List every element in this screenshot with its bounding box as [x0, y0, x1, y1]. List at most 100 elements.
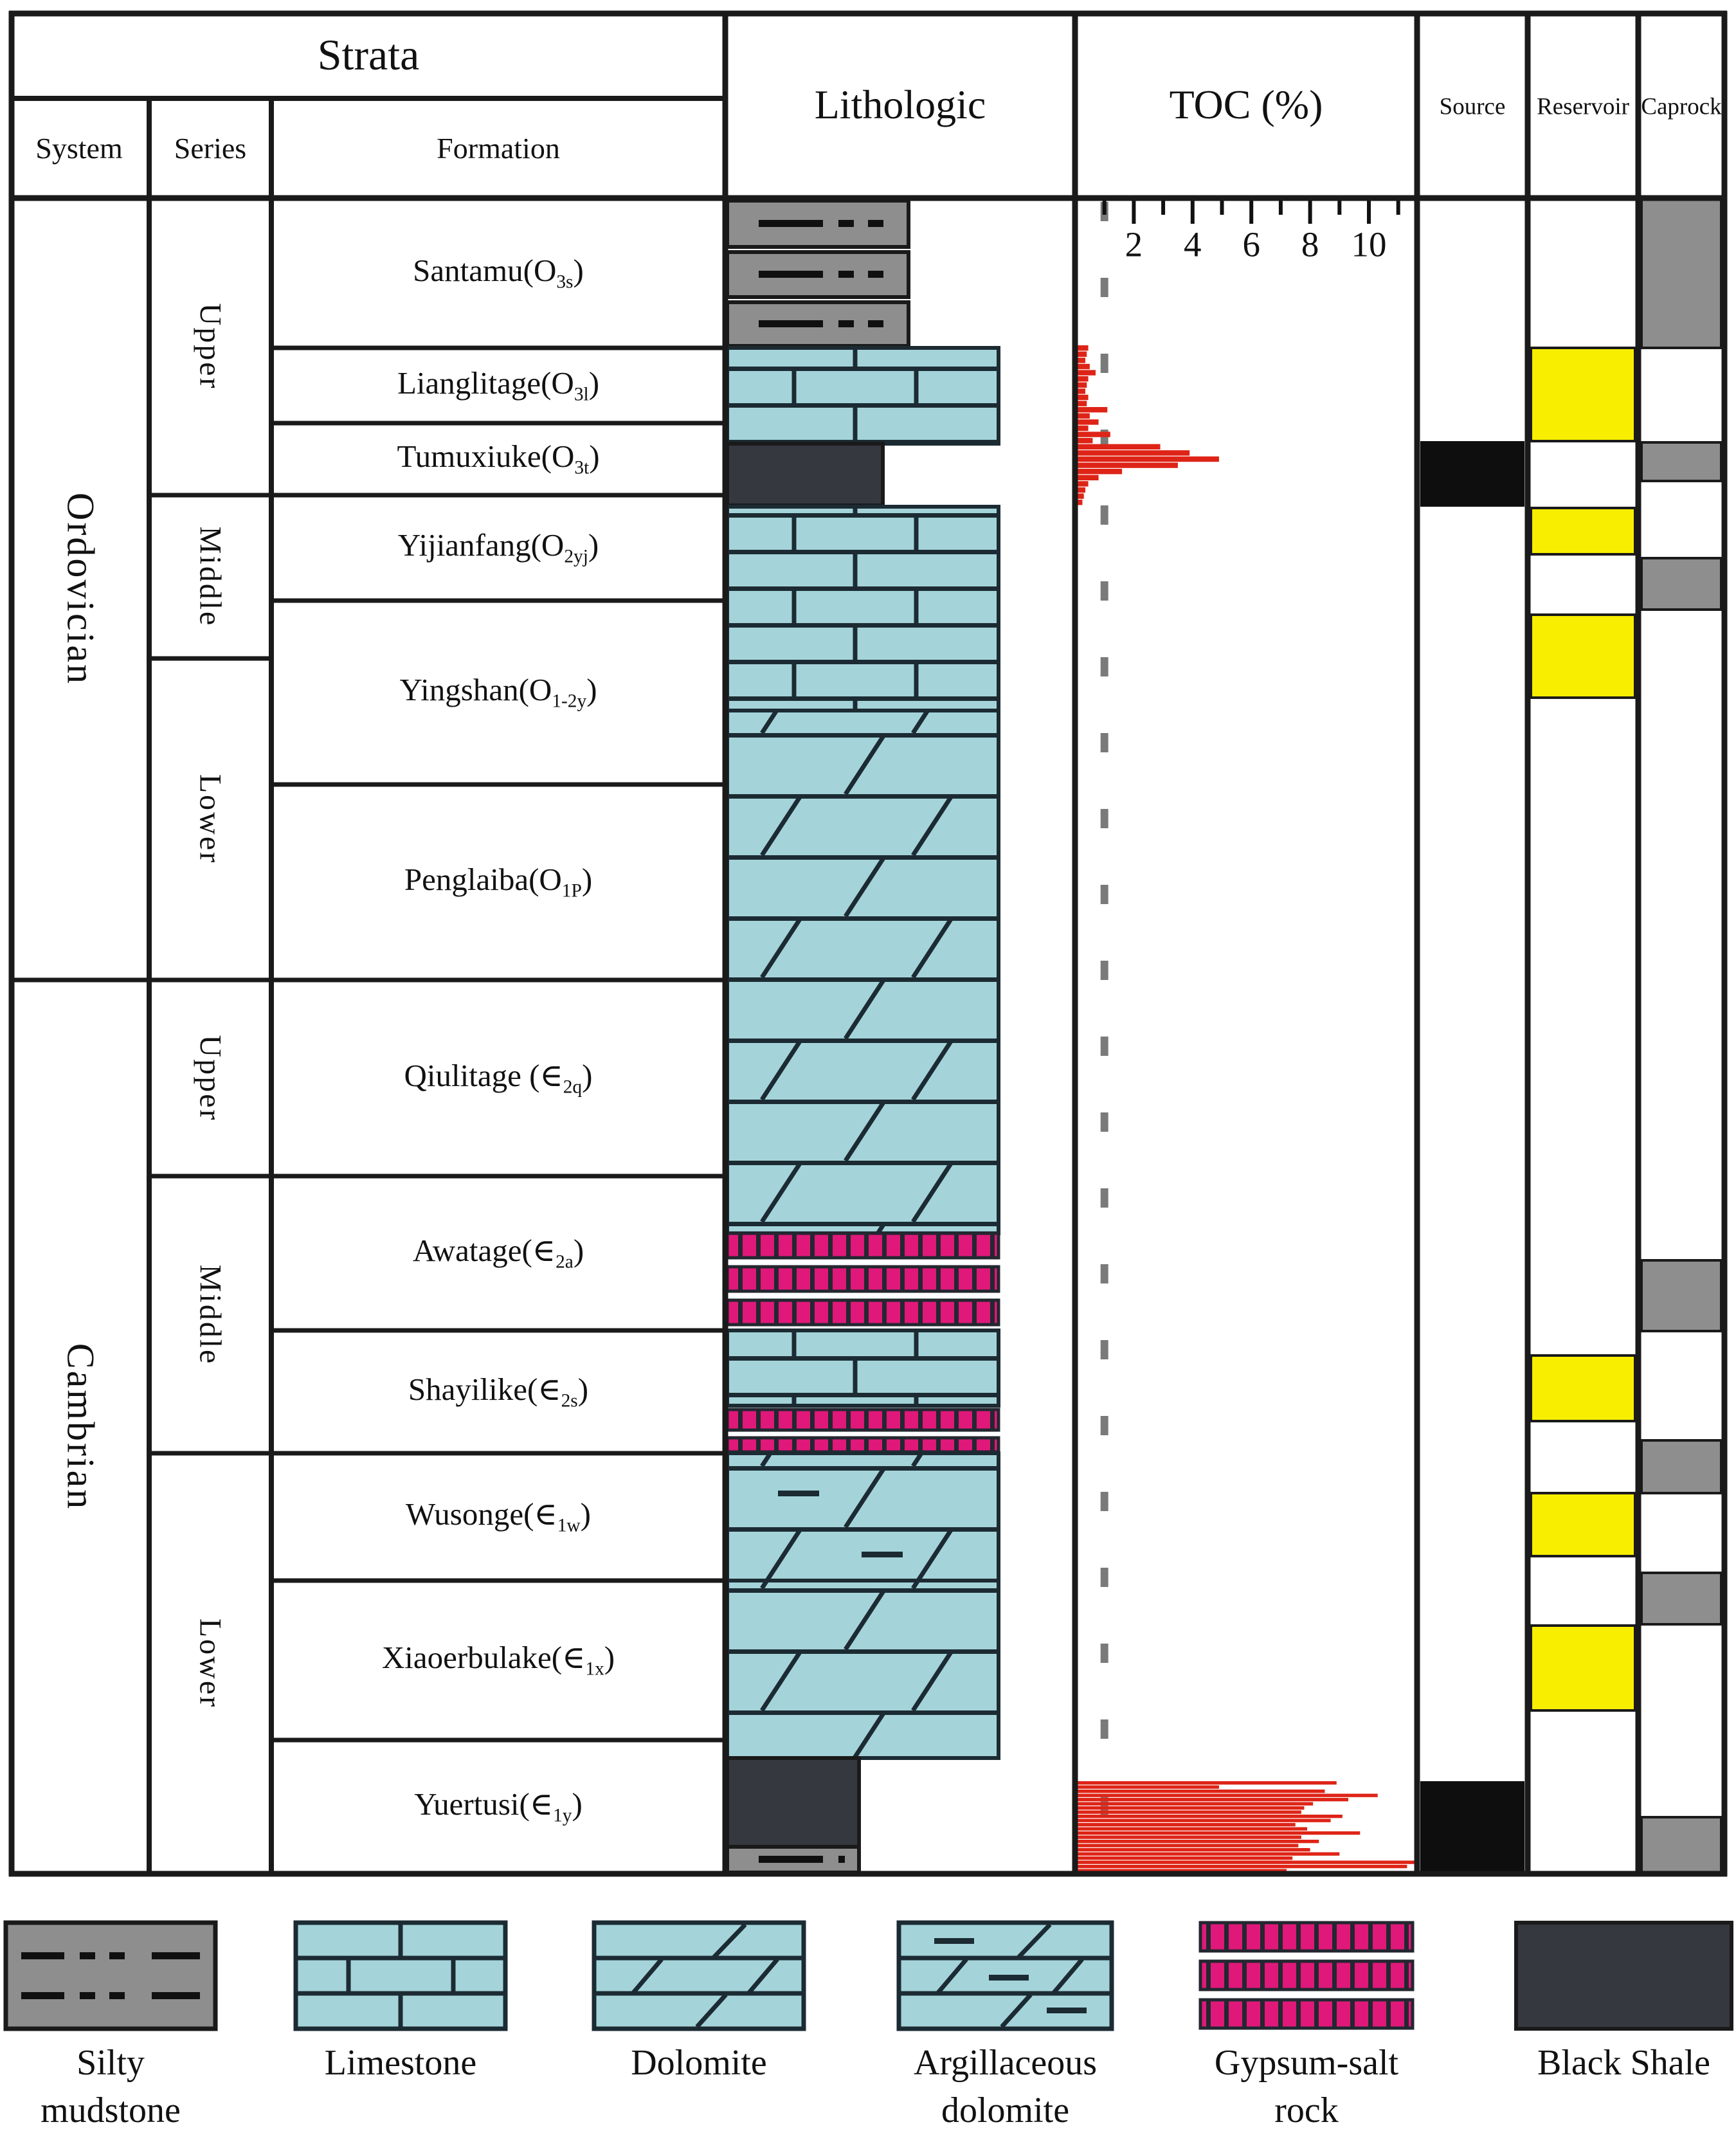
toc-bar	[1078, 363, 1090, 370]
toc-bar	[1078, 438, 1093, 444]
toc-bar	[1078, 419, 1099, 425]
source-interval-block	[1420, 1781, 1524, 1874]
toc-bar	[1078, 500, 1083, 505]
toc-bar	[1078, 401, 1087, 406]
formation-label: Yijianfang(O2yj)	[397, 527, 599, 567]
header-system: System	[35, 132, 123, 165]
formation-label: Penglaiba(O1P)	[404, 861, 593, 902]
caprock-interval-block	[1640, 198, 1722, 349]
formation-label: Yingshan(O1-2y)	[399, 671, 597, 712]
toc-bar	[1078, 351, 1087, 357]
lithology-limestone	[725, 346, 1000, 446]
legend-line	[695, 1993, 728, 2029]
toc-bar	[1078, 1860, 1416, 1864]
legend-line	[936, 1957, 968, 1995]
source-interval-block	[1420, 441, 1524, 507]
toc-bar	[1078, 1848, 1310, 1852]
legend-line	[1016, 1923, 1052, 1960]
formation-label: Yuertusi(∈1y)	[414, 1786, 583, 1826]
toc-bar	[1078, 475, 1099, 480]
toc-bar	[1078, 1827, 1308, 1831]
legend-dash	[934, 1938, 974, 1944]
formation-label: Qiulitage (∈2q)	[404, 1057, 593, 1098]
lithology-black-shale	[725, 1756, 861, 1849]
toc-bar	[1078, 1802, 1314, 1806]
toc-bar	[1078, 1798, 1349, 1802]
lithology-limestone	[725, 505, 1000, 712]
system-label: Cambrian	[59, 1343, 102, 1511]
reservoir-interval-block	[1530, 507, 1636, 556]
header-toc: TOC (%)	[1169, 82, 1323, 127]
toc-bar	[1078, 376, 1089, 382]
caprock-interval-block	[1640, 1572, 1722, 1626]
toc-bar	[1078, 388, 1085, 394]
toc-bar	[1078, 1790, 1325, 1793]
toc-bar	[1078, 382, 1087, 388]
caprock-interval-block	[1640, 1439, 1722, 1494]
toc-bar	[1078, 1856, 1293, 1860]
series-label: Lower	[193, 1618, 228, 1709]
toc-tick-label: 10	[1351, 224, 1387, 264]
toc-bar	[1078, 370, 1096, 376]
toc-bar	[1078, 1831, 1361, 1835]
silty-dashdot-line	[741, 320, 894, 327]
system-label: Ordovician	[59, 493, 102, 685]
lithology-limestone	[725, 1328, 1000, 1408]
toc-bar	[1078, 456, 1219, 462]
legend-swatch-dolomite	[592, 1920, 806, 2031]
legend-label: Silty mudstone	[41, 2043, 181, 2130]
silty-dashdot-line	[741, 1856, 845, 1863]
toc-bar	[1078, 487, 1085, 493]
header-series: Series	[174, 132, 247, 165]
formation-label: Xiaoerbulake(∈1x)	[381, 1639, 615, 1680]
legend-swatch-gypsum-band	[1198, 1959, 1415, 1991]
caprock-interval-block	[1640, 1259, 1722, 1332]
toc-bar	[1078, 444, 1161, 449]
toc-bar	[1078, 345, 1089, 351]
toc-bar	[1078, 1781, 1337, 1785]
legend-label: Dolomite	[631, 2043, 767, 2083]
reservoir-interval-block	[1530, 1624, 1636, 1712]
legend-label: Limestone	[324, 2043, 477, 2083]
legend-swatch-gypsum-band	[1198, 1998, 1415, 2030]
lithology-gypsum-salt	[725, 1298, 1000, 1327]
toc-bar	[1078, 431, 1110, 437]
toc-bar	[1078, 425, 1089, 431]
reservoir-interval-block	[1530, 613, 1636, 699]
toc-bar	[1078, 407, 1108, 413]
header-source: Source	[1439, 93, 1506, 120]
header-caprock: Caprock	[1641, 93, 1722, 120]
lithology-gypsum-salt	[725, 1436, 1000, 1454]
toc-bar	[1078, 413, 1090, 419]
legend-silty-dashdot	[21, 1992, 200, 1999]
toc-bar	[1078, 462, 1178, 468]
lithology-dolomite	[725, 978, 1000, 1235]
toc-bar	[1078, 1852, 1340, 1856]
legend-swatch-silty-mudstone	[3, 1920, 218, 2031]
toc-tick-label: 8	[1301, 224, 1319, 264]
series-label: Middle	[193, 526, 228, 628]
legend-dash	[1047, 2008, 1087, 2013]
toc-tick-label: 6	[1242, 224, 1260, 264]
toc-bar	[1078, 481, 1089, 487]
formation-label: Santamu(O3s)	[413, 252, 584, 293]
legend-line	[1000, 1993, 1033, 2029]
lithology-argdolo	[725, 1451, 1000, 1582]
lithology-gypsum-salt	[725, 1408, 1000, 1432]
toc-bar	[1078, 450, 1190, 456]
toc-bar	[1078, 1815, 1343, 1818]
header-reservoir: Reservoir	[1537, 93, 1629, 120]
lithology-black-shale	[725, 442, 885, 507]
legend-line	[711, 1923, 747, 1960]
reservoir-interval-block	[1530, 347, 1636, 442]
legend-swatch-black-shale	[1514, 1921, 1733, 2031]
toc-bar	[1078, 1865, 1407, 1869]
legend-dash	[989, 1975, 1029, 1981]
reservoir-interval-block	[1530, 1492, 1636, 1557]
toc-bar	[1078, 1818, 1331, 1822]
lithology-dolomite	[725, 709, 1000, 982]
lithology-dolomite	[725, 1579, 1000, 1760]
series-label: Lower	[193, 774, 228, 865]
legend-silty-dashdot	[21, 1952, 200, 1959]
